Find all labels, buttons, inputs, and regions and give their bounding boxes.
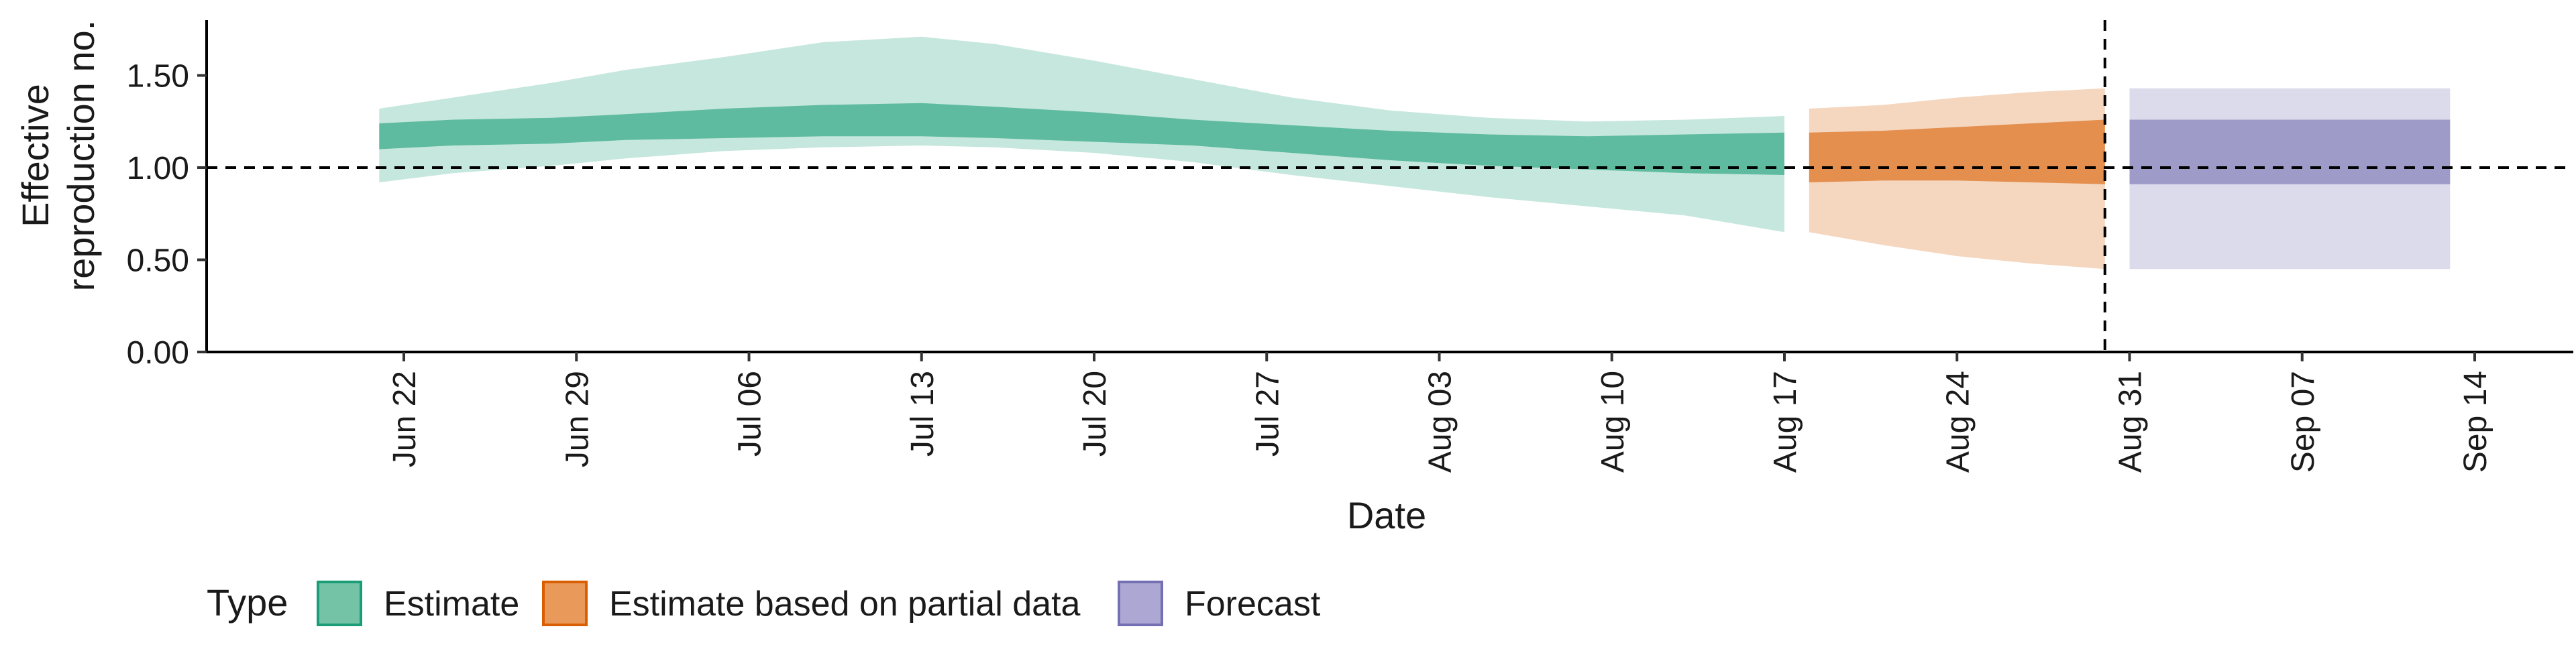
x-tick-label: Jul 13 [905, 371, 941, 457]
y-tick-label: 1.50 [127, 59, 189, 95]
x-tick-label: Jun 22 [387, 371, 423, 467]
y-tick-label: 0.00 [127, 335, 189, 371]
legend-swatch-forecast [1118, 581, 1163, 626]
legend-label-estimate: Estimate [384, 585, 519, 624]
x-tick-label: Jul 27 [1250, 371, 1285, 457]
legend: Type Estimate Estimate based on partial d… [207, 581, 1321, 626]
x-tick-label: Aug 24 [1940, 371, 1976, 473]
forecast-band-50 [2129, 119, 2451, 184]
estimate-band-50 [379, 103, 1784, 175]
x-tick-label: Sep 14 [2458, 371, 2493, 473]
y-axis-label-line-1: Effective [14, 84, 56, 227]
axis-labels: Effective reproduction no. Date [14, 20, 1426, 536]
x-tick-label: Aug 03 [1423, 371, 1458, 473]
axes: 0.00 0.50 1.00 1.50 Jun 22 Jun 29 Jul 06 Jul 13… [127, 20, 2573, 473]
x-tick-label: Jun 29 [559, 371, 595, 467]
y-axis-label-line-2: reproduction no. [60, 20, 102, 292]
legend-label-estimate-based-on-partial-data: Estimate based on partial data [609, 585, 1081, 624]
x-tick-label: Sep 07 [2286, 371, 2321, 473]
x-tick-label: Aug 31 [2113, 371, 2149, 473]
reference-lines [207, 20, 2573, 352]
x-tick-label: Aug 10 [1595, 371, 1631, 473]
legend-title: Type [207, 581, 288, 624]
x-axis-label: Date [1347, 494, 1426, 536]
x-tick-label: Aug 17 [1768, 371, 1803, 473]
y-tick-label: 1.00 [127, 151, 189, 186]
legend-swatch-estimate-based-on-partial-data [542, 581, 588, 626]
bands-layer [379, 36, 2451, 270]
y-tick-label: 0.50 [127, 243, 189, 279]
x-tick-label: Jul 06 [733, 371, 768, 457]
x-tick-label: Jul 20 [1077, 371, 1113, 457]
legend-swatch-estimate [317, 581, 362, 626]
legend-label-forecast: Forecast [1185, 585, 1321, 624]
